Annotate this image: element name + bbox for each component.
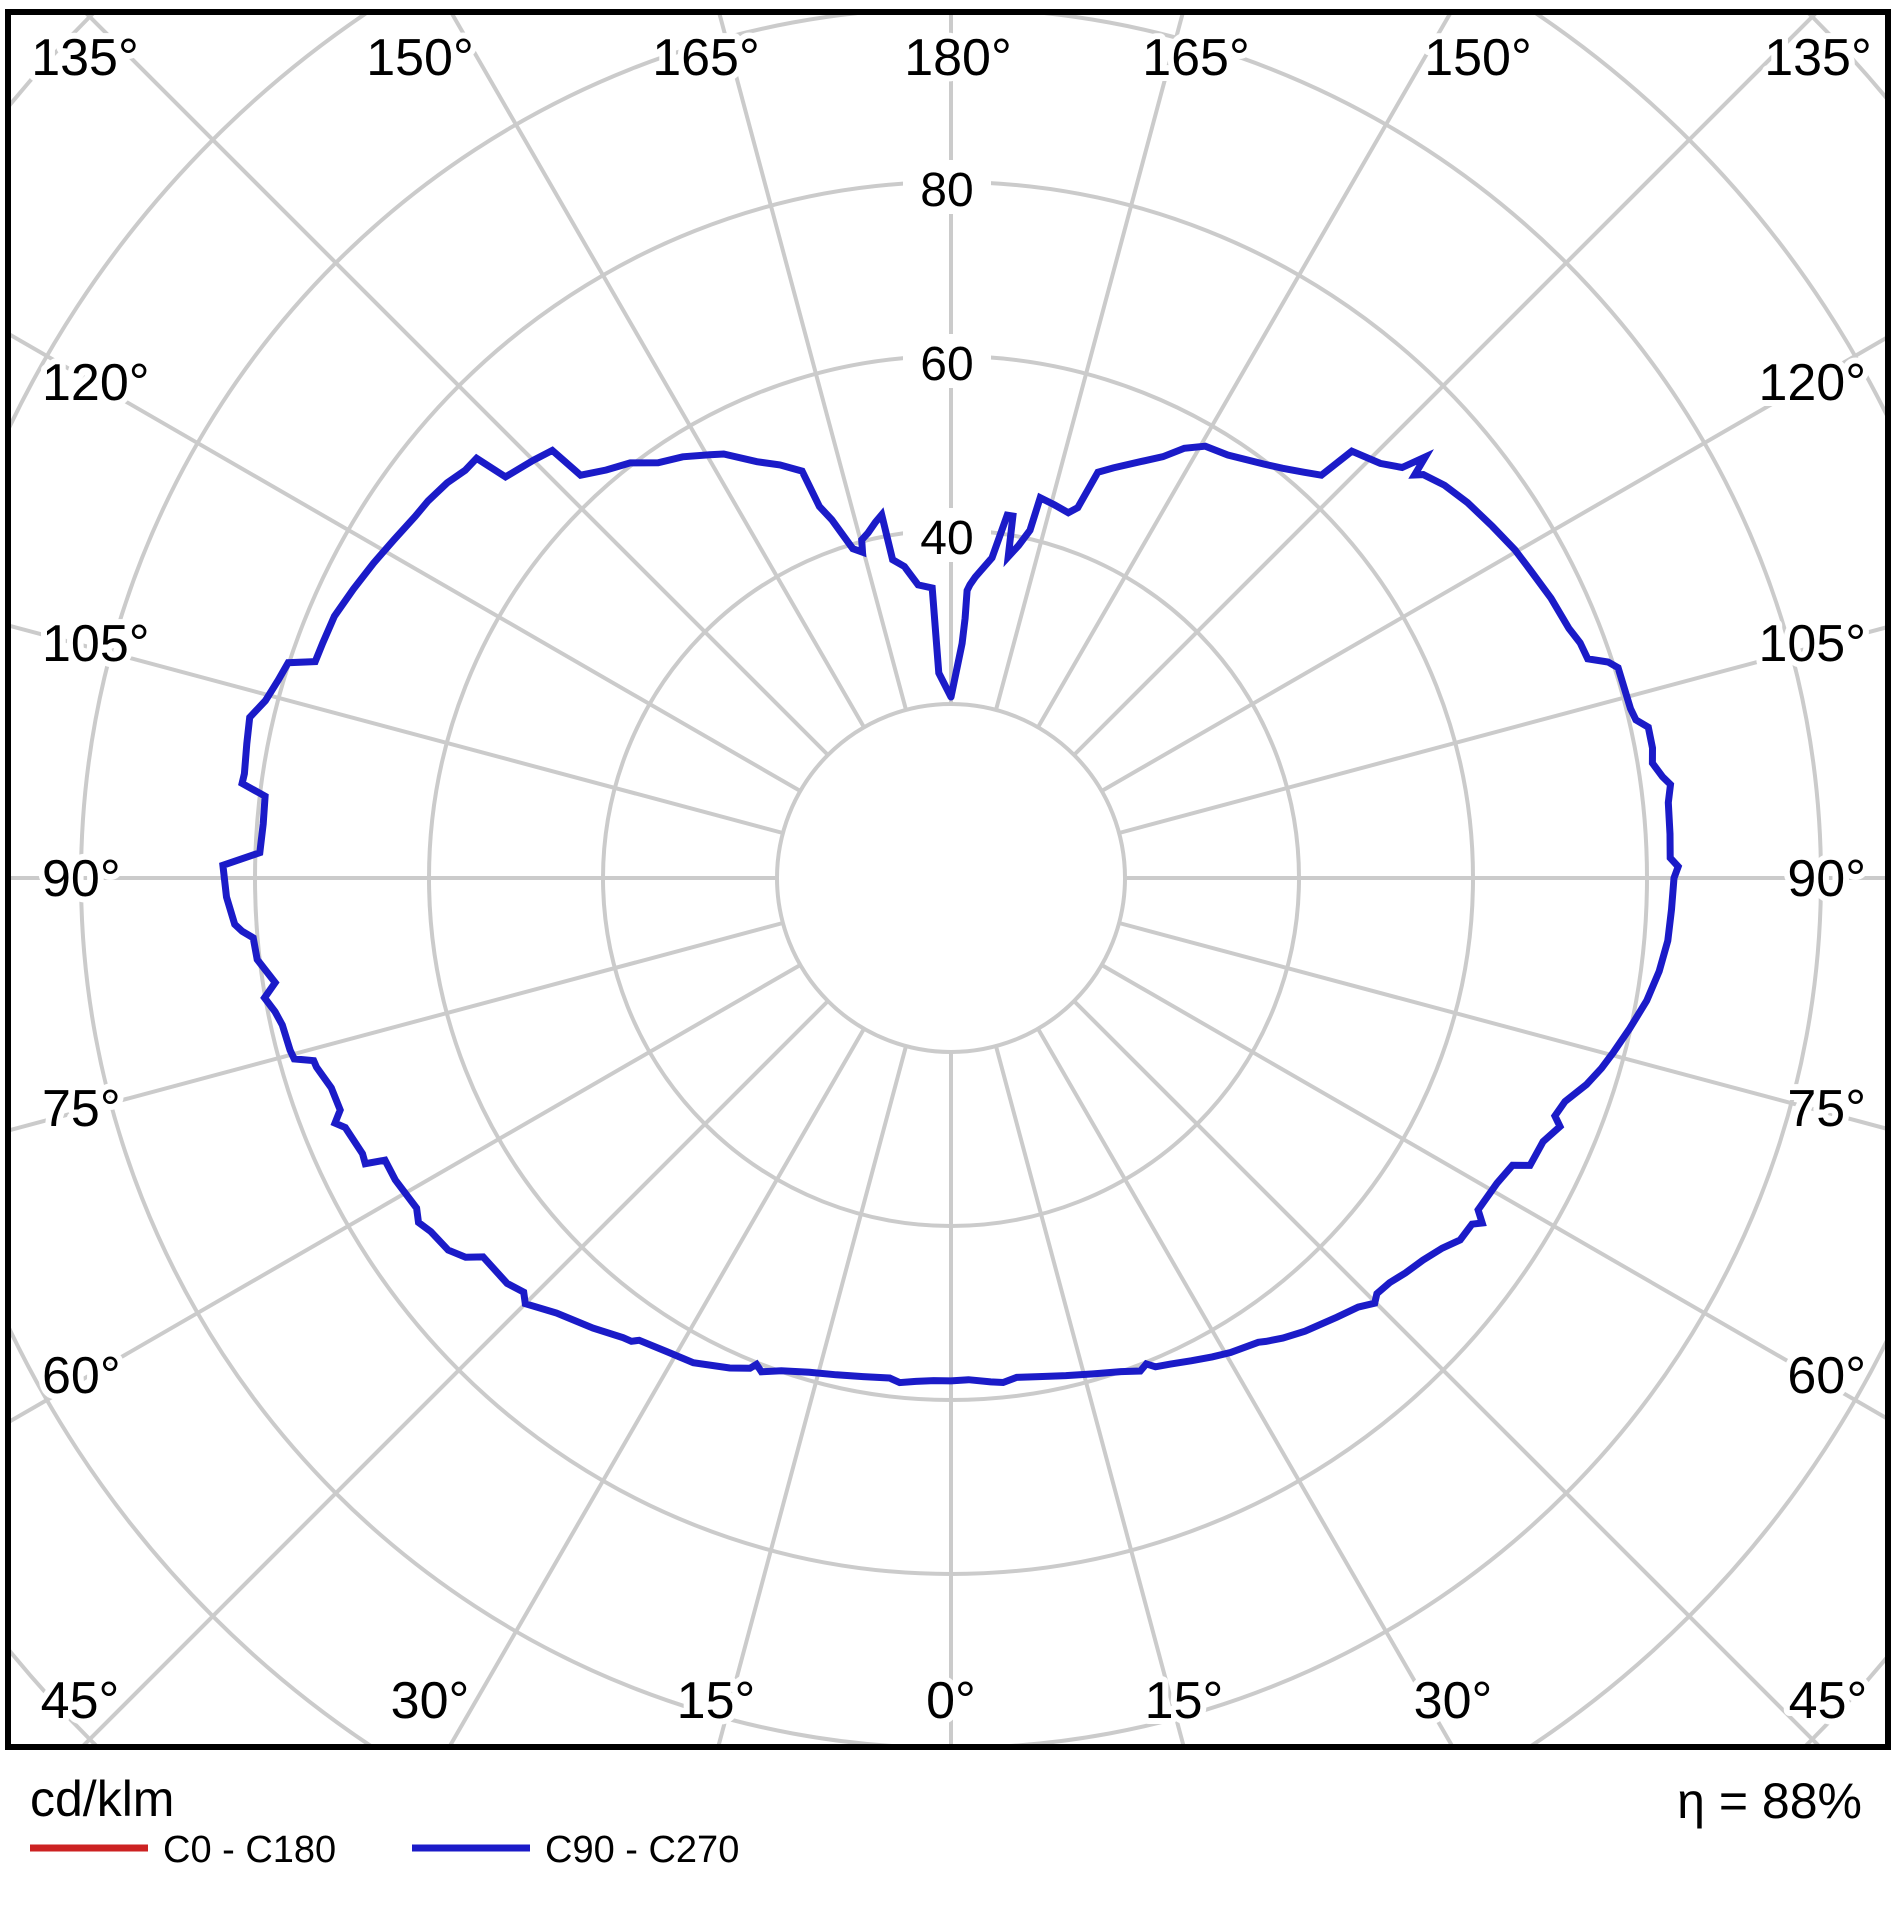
grid-ray-150 bbox=[1036, 15, 1452, 729]
grid-ray-75 bbox=[1118, 921, 1885, 1131]
angle-label-right-2: 90° bbox=[1787, 850, 1866, 908]
grid-ray-105 bbox=[1118, 625, 1885, 835]
angle-label-bottom-1: 30° bbox=[391, 1672, 470, 1730]
plot-frame bbox=[5, 9, 1891, 1750]
grid-ray-195 bbox=[717, 15, 908, 711]
grid-ring-20 bbox=[775, 702, 1127, 1054]
radial-label-40: 40 bbox=[920, 512, 973, 565]
angle-label-top-4: 165° bbox=[1142, 29, 1250, 87]
grid-ray-15 bbox=[994, 1045, 1186, 1744]
grid-ray-345 bbox=[716, 1045, 908, 1744]
grid-ray-255 bbox=[11, 624, 784, 835]
grid-ray-210 bbox=[450, 15, 866, 729]
angle-label-top-6: 135° bbox=[1764, 29, 1872, 87]
angle-label-top-2: 165° bbox=[652, 29, 760, 87]
angle-label-top-1: 150° bbox=[366, 29, 474, 87]
grid-ray-165 bbox=[994, 15, 1185, 711]
grid-ray-60 bbox=[1100, 963, 1885, 1420]
angle-label-bottom-5: 30° bbox=[1414, 1672, 1493, 1730]
radial-label-60: 60 bbox=[920, 338, 973, 391]
angle-label-right-3: 75° bbox=[1787, 1080, 1866, 1138]
angle-label-left-0: 120° bbox=[42, 354, 150, 412]
grid-ray-285 bbox=[11, 921, 784, 1132]
angle-label-left-2: 90° bbox=[42, 850, 121, 908]
angle-label-left-4: 60° bbox=[42, 1347, 121, 1405]
angle-label-left-3: 75° bbox=[42, 1080, 121, 1138]
grid-ray-330 bbox=[448, 1027, 866, 1744]
grid-ray-30 bbox=[1036, 1027, 1454, 1744]
grid-ray-225 bbox=[85, 15, 830, 757]
grid-ray-120 bbox=[1100, 336, 1885, 793]
grid-ray-240 bbox=[11, 332, 802, 793]
curve-c90-c270 bbox=[219, 442, 1683, 1387]
radial-label-box-40 bbox=[903, 508, 991, 562]
angle-label-right-0: 120° bbox=[1758, 354, 1866, 412]
angle-label-right-4: 60° bbox=[1787, 1347, 1866, 1405]
legend-label-c90-c270: C90 - C270 bbox=[545, 1829, 739, 1871]
angle-label-top-5: 150° bbox=[1424, 29, 1532, 87]
angle-label-top-0: 135° bbox=[31, 29, 139, 87]
grid-ray-300 bbox=[11, 963, 802, 1424]
grid-ray-45 bbox=[1072, 999, 1820, 1744]
unit-label: cd/klm bbox=[30, 1771, 174, 1827]
grid-ray-135 bbox=[1072, 15, 1817, 757]
angle-label-bottom-3: 0° bbox=[926, 1672, 976, 1730]
legend: C0 - C180 C90 - C270 bbox=[30, 1829, 739, 1871]
angle-label-bottom-0: 45° bbox=[41, 1672, 120, 1730]
radial-label-80: 80 bbox=[920, 164, 973, 217]
radial-label-box-80 bbox=[903, 160, 991, 214]
angle-label-bottom-4: 15° bbox=[1145, 1672, 1224, 1730]
intensity-curves bbox=[219, 442, 1683, 1387]
legend-label-c0-c180: C0 - C180 bbox=[163, 1829, 336, 1871]
angle-label-bottom-2: 15° bbox=[677, 1672, 756, 1730]
radial-label-box-60 bbox=[903, 334, 991, 388]
angle-label-right-1: 105° bbox=[1758, 615, 1866, 673]
efficiency-label: η = 88% bbox=[1677, 1773, 1862, 1829]
grid-ray-315 bbox=[82, 999, 830, 1744]
angle-label-bottom-6: 45° bbox=[1789, 1672, 1868, 1730]
angle-label-left-1: 105° bbox=[42, 615, 150, 673]
angle-label-top-3: 180° bbox=[904, 29, 1012, 87]
